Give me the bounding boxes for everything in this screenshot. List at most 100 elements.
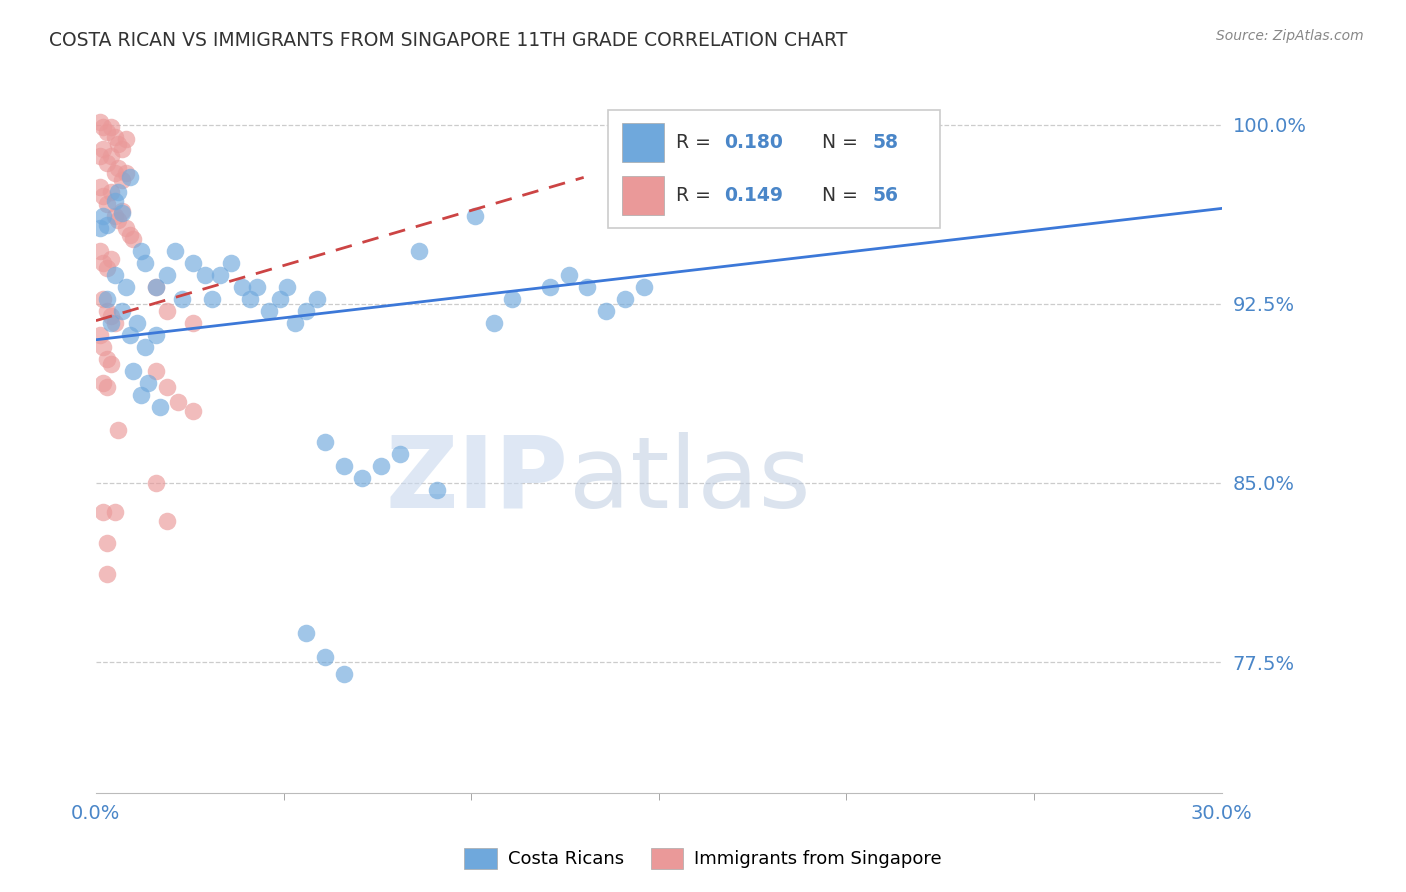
Point — [118, 328, 141, 343]
Point — [104, 505, 127, 519]
Point — [96, 261, 118, 276]
Point — [129, 387, 152, 401]
Point — [332, 459, 354, 474]
Point — [595, 304, 617, 318]
Point — [115, 132, 138, 146]
Point — [145, 475, 167, 490]
Bar — [621, 123, 665, 162]
Point — [100, 149, 122, 163]
Text: atlas: atlas — [568, 432, 810, 529]
Point — [145, 364, 167, 378]
Point — [89, 244, 111, 259]
Point — [239, 292, 262, 306]
Point — [314, 650, 336, 665]
Text: N =: N = — [823, 186, 863, 205]
Point — [156, 304, 179, 318]
Point — [145, 280, 167, 294]
Point — [104, 209, 127, 223]
Point — [183, 404, 205, 418]
Legend: Costa Ricans, Immigrants from Singapore: Costa Ricans, Immigrants from Singapore — [457, 840, 949, 876]
Point — [96, 156, 118, 170]
Point — [352, 471, 374, 485]
Point — [118, 227, 141, 242]
Point — [104, 129, 127, 144]
Point — [96, 566, 118, 581]
Point — [115, 220, 138, 235]
Point — [482, 316, 505, 330]
Point — [111, 304, 134, 318]
Point — [295, 626, 318, 640]
Point — [93, 292, 115, 306]
Point — [96, 196, 118, 211]
Text: COSTA RICAN VS IMMIGRANTS FROM SINGAPORE 11TH GRADE CORRELATION CHART: COSTA RICAN VS IMMIGRANTS FROM SINGAPORE… — [49, 31, 848, 50]
Point — [93, 505, 115, 519]
Point — [89, 149, 111, 163]
Point — [633, 280, 655, 294]
Point — [183, 316, 205, 330]
Point — [501, 292, 523, 306]
Point — [107, 185, 129, 199]
Point — [208, 268, 231, 283]
Point — [194, 268, 217, 283]
Point — [172, 292, 194, 306]
Point — [93, 209, 115, 223]
Text: Source: ZipAtlas.com: Source: ZipAtlas.com — [1216, 29, 1364, 43]
Point — [100, 120, 122, 135]
Point — [257, 304, 280, 318]
Bar — [621, 176, 665, 215]
Point — [149, 400, 172, 414]
Point — [145, 280, 167, 294]
Point — [93, 189, 115, 203]
Point — [122, 232, 145, 246]
Point — [201, 292, 224, 306]
Point — [93, 340, 115, 354]
Point — [104, 194, 127, 209]
Point — [104, 268, 127, 283]
Point — [576, 280, 599, 294]
Text: R =: R = — [676, 186, 717, 205]
Point — [129, 244, 152, 259]
Point — [107, 424, 129, 438]
Point — [314, 435, 336, 450]
Point — [307, 292, 329, 306]
Point — [93, 120, 115, 135]
Point — [100, 309, 122, 323]
Point — [93, 142, 115, 156]
Point — [145, 328, 167, 343]
Point — [219, 256, 242, 270]
Point — [122, 364, 145, 378]
Point — [89, 115, 111, 129]
Point — [100, 252, 122, 266]
Point — [111, 173, 134, 187]
Text: R =: R = — [676, 133, 717, 153]
Point — [231, 280, 253, 294]
Point — [100, 357, 122, 371]
Point — [107, 213, 129, 227]
Point — [118, 170, 141, 185]
Point — [163, 244, 186, 259]
Point — [93, 376, 115, 390]
Point — [156, 268, 179, 283]
Point — [96, 351, 118, 366]
Point — [89, 220, 111, 235]
Point — [276, 280, 298, 294]
Point — [111, 206, 134, 220]
FancyBboxPatch shape — [607, 111, 941, 227]
Point — [115, 166, 138, 180]
Text: ZIP: ZIP — [385, 432, 568, 529]
Point — [96, 380, 118, 394]
Point — [246, 280, 269, 294]
Point — [89, 328, 111, 343]
Point — [127, 316, 149, 330]
Text: 0.149: 0.149 — [724, 186, 783, 205]
Text: N =: N = — [823, 133, 863, 153]
Point — [96, 125, 118, 139]
Point — [96, 304, 118, 318]
Point — [332, 667, 354, 681]
Point — [156, 514, 179, 528]
Point — [426, 483, 449, 498]
Point — [156, 380, 179, 394]
Point — [111, 142, 134, 156]
Point — [138, 376, 160, 390]
Point — [134, 340, 156, 354]
